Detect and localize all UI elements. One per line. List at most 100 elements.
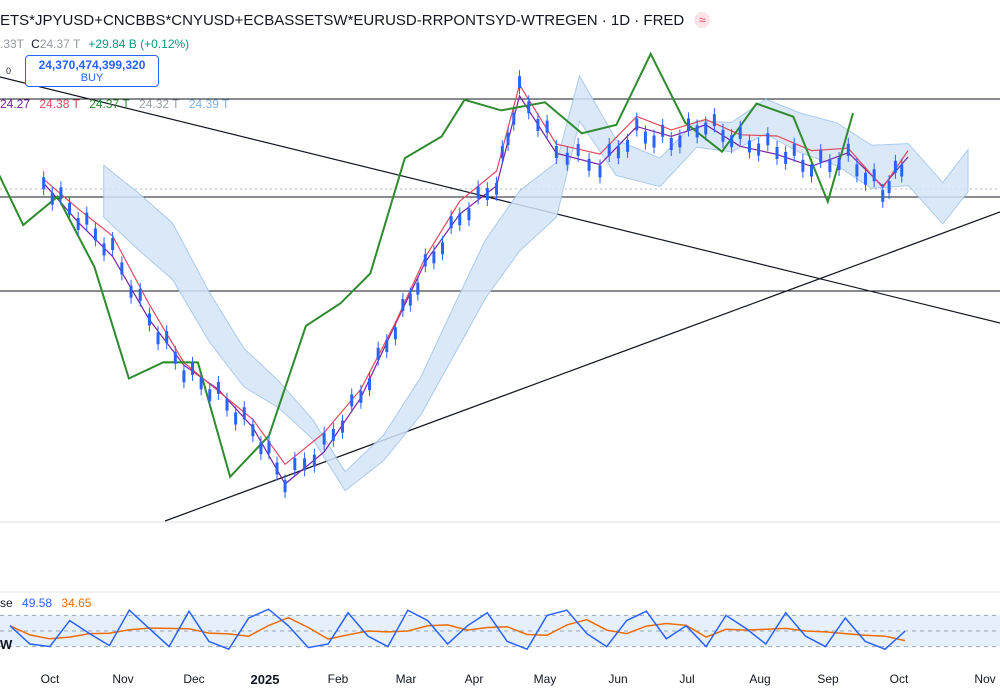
- x-tick-label: Jun: [608, 672, 628, 686]
- candle-body: [661, 124, 665, 137]
- x-tick-label: Nov: [974, 672, 996, 686]
- lagging-span: [0, 51, 854, 479]
- candle-body: [819, 150, 823, 163]
- candle-body: [607, 143, 611, 156]
- candle-body: [576, 143, 580, 156]
- candle-body: [587, 158, 591, 171]
- candle-body: [199, 377, 203, 390]
- wave-icon[interactable]: ≈: [694, 12, 711, 28]
- candle-body: [872, 169, 876, 182]
- candle-body: [182, 370, 186, 383]
- candle-body: [545, 120, 549, 133]
- candle-body: [275, 462, 279, 475]
- x-tick-label: Jul: [679, 672, 695, 686]
- candle-body: [42, 177, 46, 190]
- candle-body: [855, 164, 859, 177]
- candle-body: [416, 282, 420, 295]
- candle-body: [893, 160, 897, 173]
- symbol-text: ETS*JPYUSD+CNCBBS*CNYUSD+ECBASSETSW*EURU…: [0, 12, 685, 29]
- legend-value-1: 24.38 T: [39, 97, 80, 111]
- buy-button[interactable]: 24,370,474,399,320 BUY: [25, 55, 159, 87]
- candle-body: [385, 340, 389, 353]
- candle-body: [173, 351, 177, 364]
- change-value: +29.84 B (+0.12%): [88, 37, 190, 51]
- candle-body: [251, 424, 255, 437]
- candle-body: [408, 293, 412, 306]
- candle-body: [93, 228, 97, 241]
- candle-body: [234, 412, 238, 425]
- candle-body: [766, 133, 770, 146]
- candle-body: [259, 442, 263, 455]
- candle-body: [50, 192, 54, 205]
- candle-body: [500, 146, 504, 159]
- close-label: C: [31, 37, 40, 51]
- candle-body: [846, 143, 850, 156]
- x-tick-label: Apr: [464, 672, 484, 686]
- candle-body: [423, 254, 427, 267]
- buy-label: BUY: [80, 72, 104, 84]
- candle-body: [495, 182, 499, 195]
- candle-body: [267, 441, 271, 454]
- close-value: 24.37 T: [39, 37, 81, 51]
- candle-body: [678, 135, 682, 148]
- candle-body: [368, 378, 372, 391]
- candle-body: [441, 242, 445, 255]
- candle-body: [111, 237, 115, 250]
- candle-body: [138, 288, 142, 301]
- candle-body: [341, 420, 345, 433]
- stoch-k-value: 49.58: [22, 596, 53, 610]
- candle-body: [156, 332, 160, 345]
- candle-body: [828, 159, 832, 172]
- candle-body: [704, 122, 708, 135]
- ichimoku-cloud: [103, 74, 969, 492]
- candle-body: [900, 164, 904, 177]
- candle-body: [467, 208, 471, 221]
- candle-body: [225, 398, 229, 411]
- chart-title: ETS*JPYUSD+CNCBBS*CNYUSD+ECBASSETSW*EURU…: [0, 12, 711, 29]
- x-tick-label: Oct: [889, 672, 909, 686]
- candle-body: [565, 152, 569, 165]
- candle-body: [792, 143, 796, 156]
- candle-body: [303, 458, 307, 471]
- candle-body: [293, 458, 297, 471]
- open-value: .33T: [0, 37, 24, 51]
- x-tick-label: 2025: [250, 672, 280, 687]
- candle-body: [687, 118, 691, 131]
- candle-body: [331, 428, 335, 441]
- candle-body: [757, 143, 761, 156]
- candle-body: [506, 133, 510, 146]
- legend-value-0: 24.27: [0, 97, 31, 111]
- candle-body: [476, 186, 480, 199]
- candle-body: [837, 158, 841, 171]
- candle-body: [747, 140, 751, 153]
- stoch-mark: W: [0, 637, 13, 652]
- candle-body: [208, 389, 212, 402]
- candle-body: [350, 394, 354, 407]
- candle-body: [784, 151, 788, 164]
- candle-body: [401, 298, 405, 311]
- candle-body: [242, 407, 246, 420]
- legend-value-2: 24.37 T: [89, 97, 130, 111]
- candle-body: [376, 347, 380, 360]
- indicator-legend: 24.27 24.38 T 24.37 T 24.32 T 24.39 T: [0, 97, 235, 111]
- candle-body: [616, 146, 620, 159]
- stoch-d-line: [9, 616, 906, 642]
- candle-body: [191, 362, 195, 375]
- x-tick-label: Nov: [112, 672, 134, 686]
- x-tick-label: Dec: [183, 672, 205, 686]
- candle-body: [626, 139, 630, 152]
- candle-body: [216, 381, 220, 394]
- stoch-legend-label: se: [0, 596, 13, 610]
- ohlc-row: .33T C24.37 T +29.84 B (+0.12%): [0, 37, 189, 51]
- candle-body: [643, 131, 647, 144]
- candle-body: [887, 181, 891, 194]
- candle-body: [85, 212, 89, 225]
- candle-body: [518, 76, 522, 89]
- x-tick-label: Oct: [40, 672, 60, 686]
- trend-line-down: [0, 76, 1000, 324]
- candle-body: [598, 165, 602, 178]
- candle-body: [76, 218, 80, 231]
- x-tick-label: Mar: [395, 672, 417, 686]
- buy-price: 24,370,474,399,320: [38, 58, 146, 72]
